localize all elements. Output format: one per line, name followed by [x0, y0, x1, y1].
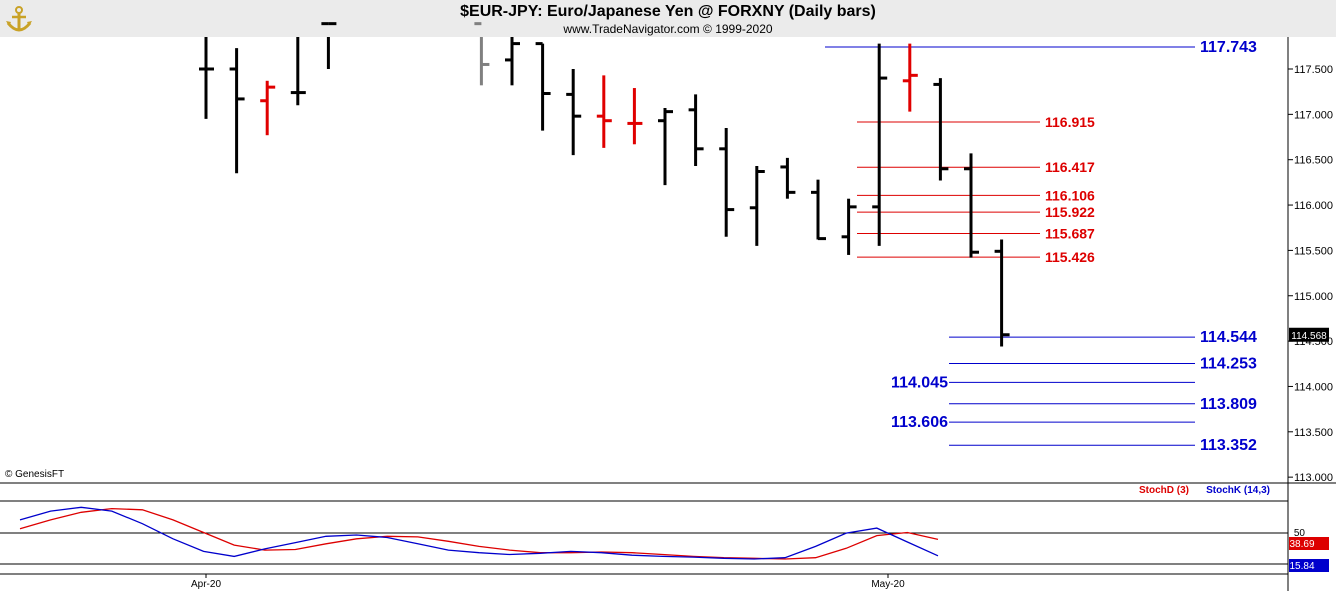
- level-label: 113.352: [1200, 437, 1257, 454]
- level-label: 115.426: [1045, 249, 1095, 265]
- price-tick-label: 117.500: [1294, 64, 1333, 76]
- date-tick-label: Apr-20: [191, 579, 221, 590]
- stoch-d-line: [19, 507, 939, 560]
- chart-header: $EUR-JPY: Euro/Japanese Yen @ FORXNY (Da…: [0, 0, 1336, 37]
- level-label: 115.922: [1045, 204, 1095, 220]
- date-axis: Apr-20 May-20: [191, 574, 905, 590]
- level-label: 114.045: [891, 374, 948, 391]
- copyright-label: © GenesisFT: [5, 469, 65, 480]
- level-label: 114.544: [1200, 329, 1257, 346]
- chart-title: $EUR-JPY: Euro/Japanese Yen @ FORXNY (Da…: [460, 3, 876, 20]
- level-label: 116.417: [1045, 159, 1095, 175]
- stoch-k-value: 15.84: [1289, 561, 1314, 572]
- level-label: 116.106: [1045, 187, 1095, 203]
- level-label: 114.253: [1200, 356, 1257, 373]
- legend-stoch-k: StochK (14,3): [1206, 485, 1270, 496]
- price-tick-label: 117.000: [1294, 109, 1333, 121]
- trading-anchor-icon: [4, 4, 34, 34]
- stoch-d-value-box: [1289, 537, 1329, 550]
- stoch-tick-label: 50: [1294, 528, 1306, 539]
- price-tick-label: 116.000: [1294, 200, 1333, 212]
- level-label: 117.743: [1200, 39, 1257, 56]
- price-tick-label: 113.500: [1294, 427, 1333, 439]
- level-label: 113.606: [891, 414, 948, 431]
- level-label: 115.687: [1045, 225, 1095, 241]
- chart-subtitle: www.TradeNavigator.com © 1999-2020: [563, 22, 773, 36]
- price-tick-label: 114.000: [1294, 381, 1333, 393]
- price-tick-label: 116.500: [1294, 155, 1333, 167]
- price-axis: 117.500 117.000 116.500 116.000 115.500 115.0…: [1288, 64, 1333, 484]
- date-tick-label: May-20: [871, 579, 905, 590]
- stoch-d-value: 38.69: [1289, 539, 1314, 550]
- stoch-k-line: [19, 506, 939, 560]
- price-tick-label: 115.500: [1294, 245, 1333, 257]
- price-tick-label: 113.000: [1294, 472, 1333, 484]
- price-pane: [0, 37, 1288, 483]
- last-price-label: 114.568: [1291, 331, 1327, 342]
- ohlc-bars: [199, 22, 1010, 347]
- stoch-k-value-box: [1289, 559, 1329, 572]
- price-tick-label: 115.000: [1294, 291, 1333, 303]
- level-label: 116.915: [1045, 114, 1095, 130]
- last-price-box: [1289, 327, 1329, 342]
- legend-stoch-d: StochD (3): [1139, 485, 1189, 496]
- level-label: 113.809: [1200, 396, 1257, 413]
